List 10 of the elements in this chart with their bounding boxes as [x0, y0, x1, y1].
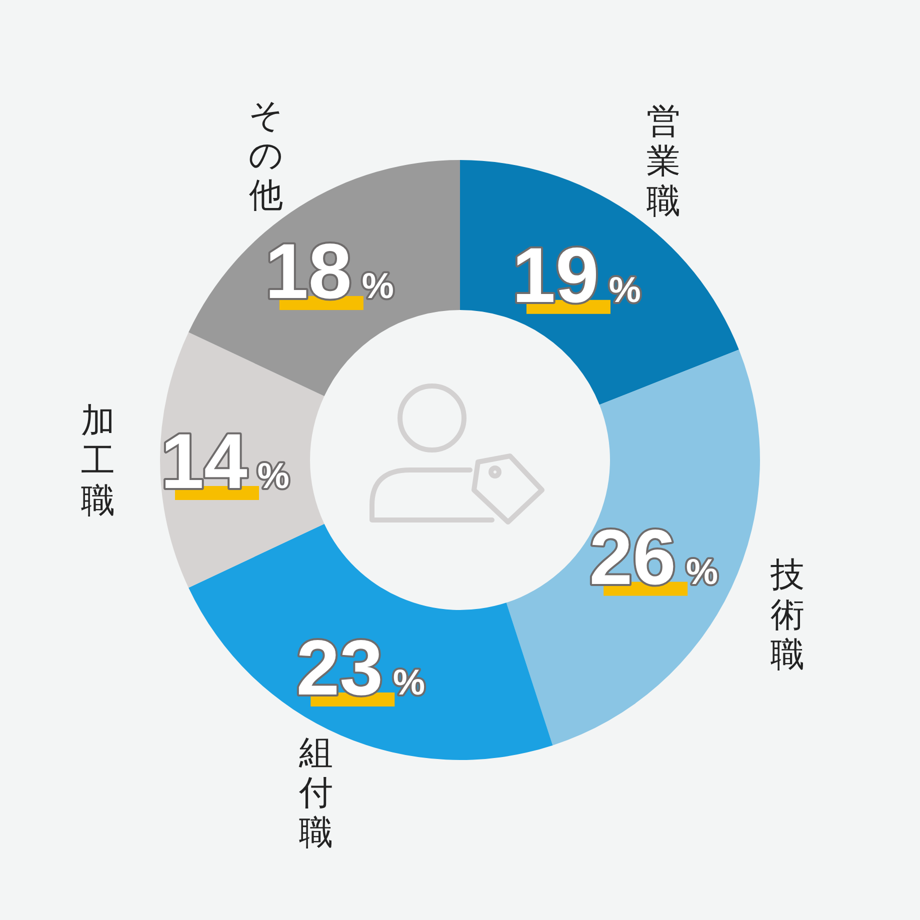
slice-label: 組付職	[298, 733, 334, 854]
slice-label: 技術職	[770, 555, 805, 676]
data-label: 18%	[265, 227, 394, 316]
slice-label: 営業職	[646, 102, 680, 222]
data-label: 26%	[589, 512, 718, 601]
data-label: 23%	[296, 623, 426, 712]
slice-label: その他	[248, 95, 284, 216]
data-label: 19%	[512, 230, 641, 319]
data-label: 14%	[160, 417, 290, 505]
slice-label: 加工職	[81, 401, 115, 521]
